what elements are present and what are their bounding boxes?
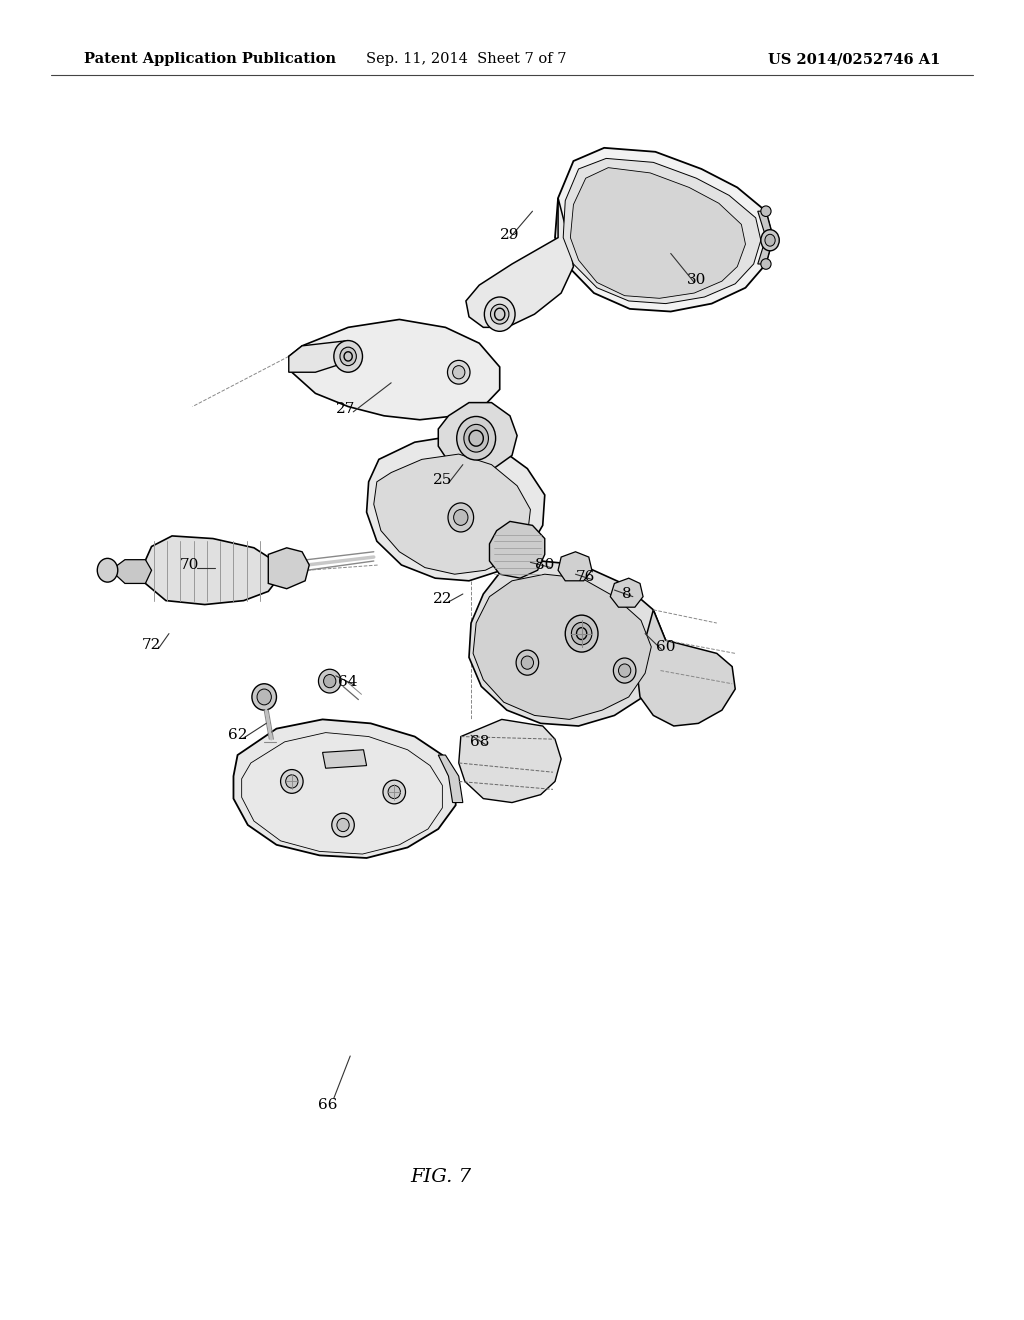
Text: 76: 76 <box>577 570 595 583</box>
Text: 60: 60 <box>655 640 676 653</box>
Ellipse shape <box>454 510 468 525</box>
Text: 62: 62 <box>227 729 248 742</box>
Polygon shape <box>469 561 666 726</box>
Text: US 2014/0252746 A1: US 2014/0252746 A1 <box>768 53 940 66</box>
Polygon shape <box>563 158 761 304</box>
Ellipse shape <box>761 206 771 216</box>
Polygon shape <box>558 552 592 581</box>
Text: 29: 29 <box>500 228 520 242</box>
Ellipse shape <box>761 259 771 269</box>
Ellipse shape <box>449 503 473 532</box>
Ellipse shape <box>383 780 406 804</box>
Text: FIG. 7: FIG. 7 <box>410 1168 471 1187</box>
Text: 30: 30 <box>687 273 706 286</box>
Ellipse shape <box>281 770 303 793</box>
Polygon shape <box>489 521 545 578</box>
Ellipse shape <box>761 230 779 251</box>
Ellipse shape <box>490 305 509 323</box>
Polygon shape <box>289 341 348 372</box>
Polygon shape <box>438 403 517 473</box>
Polygon shape <box>466 198 573 327</box>
Ellipse shape <box>521 656 534 669</box>
Ellipse shape <box>613 657 636 684</box>
Polygon shape <box>374 454 530 574</box>
Text: 66: 66 <box>317 1098 338 1111</box>
Text: 70: 70 <box>180 558 199 572</box>
Ellipse shape <box>257 689 271 705</box>
Polygon shape <box>268 548 309 589</box>
Ellipse shape <box>318 669 341 693</box>
Polygon shape <box>438 755 463 803</box>
Ellipse shape <box>765 235 775 246</box>
Text: 22: 22 <box>432 593 453 606</box>
Ellipse shape <box>334 341 362 372</box>
Ellipse shape <box>97 558 118 582</box>
Text: 80: 80 <box>536 558 554 572</box>
Text: 8: 8 <box>622 587 632 601</box>
Polygon shape <box>610 578 643 607</box>
Ellipse shape <box>252 684 276 710</box>
Text: 25: 25 <box>433 474 452 487</box>
Text: Sep. 11, 2014  Sheet 7 of 7: Sep. 11, 2014 Sheet 7 of 7 <box>366 53 566 66</box>
Ellipse shape <box>457 416 496 459</box>
Polygon shape <box>111 560 152 583</box>
Ellipse shape <box>286 775 298 788</box>
Polygon shape <box>143 536 279 605</box>
Ellipse shape <box>332 813 354 837</box>
Ellipse shape <box>516 649 539 675</box>
Ellipse shape <box>484 297 515 331</box>
Ellipse shape <box>571 623 592 645</box>
Polygon shape <box>473 574 651 719</box>
Polygon shape <box>555 148 773 312</box>
Ellipse shape <box>565 615 598 652</box>
Text: 27: 27 <box>337 403 355 416</box>
Polygon shape <box>233 719 456 858</box>
Ellipse shape <box>340 347 356 366</box>
Text: Patent Application Publication: Patent Application Publication <box>84 53 336 66</box>
Polygon shape <box>289 319 500 420</box>
Text: 68: 68 <box>470 735 488 748</box>
Text: 64: 64 <box>338 676 358 689</box>
Polygon shape <box>758 211 773 264</box>
Ellipse shape <box>324 675 336 688</box>
Text: 72: 72 <box>142 639 161 652</box>
Polygon shape <box>323 750 367 768</box>
Ellipse shape <box>388 785 400 799</box>
Polygon shape <box>570 168 745 298</box>
Ellipse shape <box>618 664 631 677</box>
Ellipse shape <box>464 424 488 451</box>
Ellipse shape <box>453 366 465 379</box>
Polygon shape <box>367 436 545 581</box>
Polygon shape <box>459 719 561 803</box>
Polygon shape <box>637 610 735 726</box>
Ellipse shape <box>337 818 349 832</box>
Ellipse shape <box>447 360 470 384</box>
